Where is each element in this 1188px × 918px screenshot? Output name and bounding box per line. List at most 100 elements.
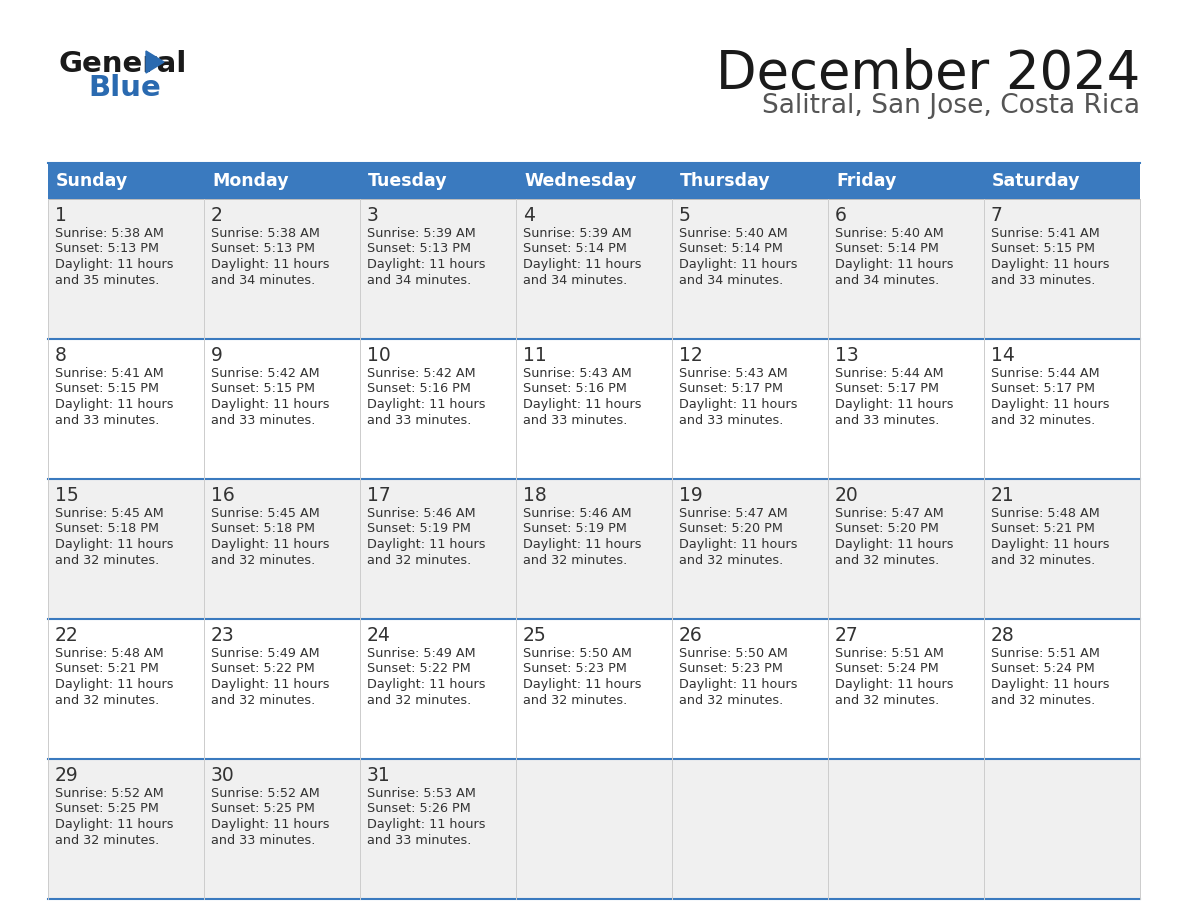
Text: Sunrise: 5:48 AM: Sunrise: 5:48 AM (991, 507, 1100, 520)
Text: Sunrise: 5:39 AM: Sunrise: 5:39 AM (367, 227, 475, 240)
Text: Sunrise: 5:42 AM: Sunrise: 5:42 AM (367, 367, 475, 380)
Text: 1: 1 (55, 206, 67, 225)
Text: Daylight: 11 hours: Daylight: 11 hours (211, 818, 329, 831)
Text: Sunset: 5:13 PM: Sunset: 5:13 PM (55, 242, 159, 255)
Text: Daylight: 11 hours: Daylight: 11 hours (367, 258, 486, 271)
Text: 11: 11 (523, 346, 546, 365)
Bar (48, 479, 1140, 619)
Text: Daylight: 11 hours: Daylight: 11 hours (55, 818, 173, 831)
Text: Daylight: 11 hours: Daylight: 11 hours (523, 678, 642, 691)
Text: Sunset: 5:19 PM: Sunset: 5:19 PM (367, 522, 470, 535)
Text: 16: 16 (211, 486, 235, 505)
Bar (672, 163, 828, 199)
Text: Daylight: 11 hours: Daylight: 11 hours (55, 398, 173, 411)
Text: Sunrise: 5:44 AM: Sunrise: 5:44 AM (991, 367, 1100, 380)
Text: Daylight: 11 hours: Daylight: 11 hours (211, 538, 329, 551)
Text: Sunrise: 5:49 AM: Sunrise: 5:49 AM (367, 647, 475, 660)
Text: and 32 minutes.: and 32 minutes. (367, 554, 472, 566)
Text: Sunset: 5:25 PM: Sunset: 5:25 PM (55, 802, 159, 815)
Text: 8: 8 (55, 346, 67, 365)
Text: Daylight: 11 hours: Daylight: 11 hours (211, 258, 329, 271)
Text: and 32 minutes.: and 32 minutes. (680, 554, 783, 566)
Text: 18: 18 (523, 486, 546, 505)
Text: Daylight: 11 hours: Daylight: 11 hours (367, 538, 486, 551)
Text: and 32 minutes.: and 32 minutes. (835, 554, 940, 566)
Text: 31: 31 (367, 766, 391, 785)
Bar (48, 163, 204, 199)
Text: 24: 24 (367, 626, 391, 645)
Text: and 32 minutes.: and 32 minutes. (991, 413, 1095, 427)
Text: Sunset: 5:23 PM: Sunset: 5:23 PM (523, 663, 627, 676)
Text: Sunrise: 5:47 AM: Sunrise: 5:47 AM (680, 507, 788, 520)
Text: December 2024: December 2024 (715, 48, 1140, 100)
Text: Sunrise: 5:50 AM: Sunrise: 5:50 AM (523, 647, 632, 660)
Text: Sunset: 5:14 PM: Sunset: 5:14 PM (835, 242, 939, 255)
Text: Sunrise: 5:51 AM: Sunrise: 5:51 AM (991, 647, 1100, 660)
Text: and 35 minutes.: and 35 minutes. (55, 274, 159, 286)
Bar (360, 163, 516, 199)
Text: Daylight: 11 hours: Daylight: 11 hours (835, 678, 954, 691)
Bar (828, 163, 984, 199)
Text: Sunrise: 5:52 AM: Sunrise: 5:52 AM (55, 787, 164, 800)
Text: Daylight: 11 hours: Daylight: 11 hours (991, 398, 1110, 411)
Text: 30: 30 (211, 766, 235, 785)
Text: and 33 minutes.: and 33 minutes. (211, 834, 315, 846)
Text: 27: 27 (835, 626, 859, 645)
Text: Sunset: 5:14 PM: Sunset: 5:14 PM (680, 242, 783, 255)
Text: Daylight: 11 hours: Daylight: 11 hours (211, 398, 329, 411)
Text: 20: 20 (835, 486, 859, 505)
Text: Sunset: 5:18 PM: Sunset: 5:18 PM (211, 522, 315, 535)
Text: and 32 minutes.: and 32 minutes. (835, 693, 940, 707)
Text: Daylight: 11 hours: Daylight: 11 hours (55, 538, 173, 551)
Text: Sunrise: 5:38 AM: Sunrise: 5:38 AM (211, 227, 320, 240)
Text: Sunrise: 5:51 AM: Sunrise: 5:51 AM (835, 647, 944, 660)
Text: Blue: Blue (88, 74, 160, 102)
Text: 15: 15 (55, 486, 78, 505)
Text: 23: 23 (211, 626, 235, 645)
Bar (984, 163, 1140, 199)
Text: Sunset: 5:17 PM: Sunset: 5:17 PM (991, 383, 1095, 396)
Text: Daylight: 11 hours: Daylight: 11 hours (523, 398, 642, 411)
Text: Daylight: 11 hours: Daylight: 11 hours (523, 538, 642, 551)
Text: Daylight: 11 hours: Daylight: 11 hours (367, 398, 486, 411)
Text: and 34 minutes.: and 34 minutes. (367, 274, 472, 286)
Text: Daylight: 11 hours: Daylight: 11 hours (991, 538, 1110, 551)
Text: Sunset: 5:25 PM: Sunset: 5:25 PM (211, 802, 315, 815)
Text: Sunset: 5:17 PM: Sunset: 5:17 PM (680, 383, 783, 396)
Text: Sunrise: 5:53 AM: Sunrise: 5:53 AM (367, 787, 476, 800)
Text: and 34 minutes.: and 34 minutes. (211, 274, 315, 286)
Text: Daylight: 11 hours: Daylight: 11 hours (55, 258, 173, 271)
Text: Daylight: 11 hours: Daylight: 11 hours (523, 258, 642, 271)
Text: Sunset: 5:22 PM: Sunset: 5:22 PM (211, 663, 315, 676)
Text: and 33 minutes.: and 33 minutes. (55, 413, 159, 427)
Text: and 34 minutes.: and 34 minutes. (835, 274, 940, 286)
Text: and 33 minutes.: and 33 minutes. (835, 413, 940, 427)
Text: Sunrise: 5:43 AM: Sunrise: 5:43 AM (680, 367, 788, 380)
Text: 7: 7 (991, 206, 1003, 225)
Bar (204, 163, 360, 199)
Text: and 32 minutes.: and 32 minutes. (211, 693, 315, 707)
Text: Daylight: 11 hours: Daylight: 11 hours (835, 398, 954, 411)
Text: Sunrise: 5:38 AM: Sunrise: 5:38 AM (55, 227, 164, 240)
Text: Sunset: 5:15 PM: Sunset: 5:15 PM (211, 383, 315, 396)
Text: 3: 3 (367, 206, 379, 225)
Text: Sunrise: 5:47 AM: Sunrise: 5:47 AM (835, 507, 943, 520)
Text: 26: 26 (680, 626, 703, 645)
Text: Sunrise: 5:41 AM: Sunrise: 5:41 AM (991, 227, 1100, 240)
Text: and 33 minutes.: and 33 minutes. (991, 274, 1095, 286)
Text: Sunday: Sunday (56, 172, 128, 190)
Bar (48, 759, 1140, 899)
Text: and 33 minutes.: and 33 minutes. (523, 413, 627, 427)
Text: Sunset: 5:16 PM: Sunset: 5:16 PM (523, 383, 627, 396)
Text: Thursday: Thursday (680, 172, 771, 190)
Bar (48, 199, 1140, 339)
Text: Sunset: 5:22 PM: Sunset: 5:22 PM (367, 663, 470, 676)
Text: and 32 minutes.: and 32 minutes. (991, 693, 1095, 707)
Text: Salitral, San Jose, Costa Rica: Salitral, San Jose, Costa Rica (762, 93, 1140, 119)
Text: Sunset: 5:18 PM: Sunset: 5:18 PM (55, 522, 159, 535)
Text: and 33 minutes.: and 33 minutes. (680, 413, 783, 427)
Text: Wednesday: Wednesday (524, 172, 637, 190)
Text: 22: 22 (55, 626, 78, 645)
Text: Sunset: 5:15 PM: Sunset: 5:15 PM (55, 383, 159, 396)
Text: Friday: Friday (836, 172, 897, 190)
